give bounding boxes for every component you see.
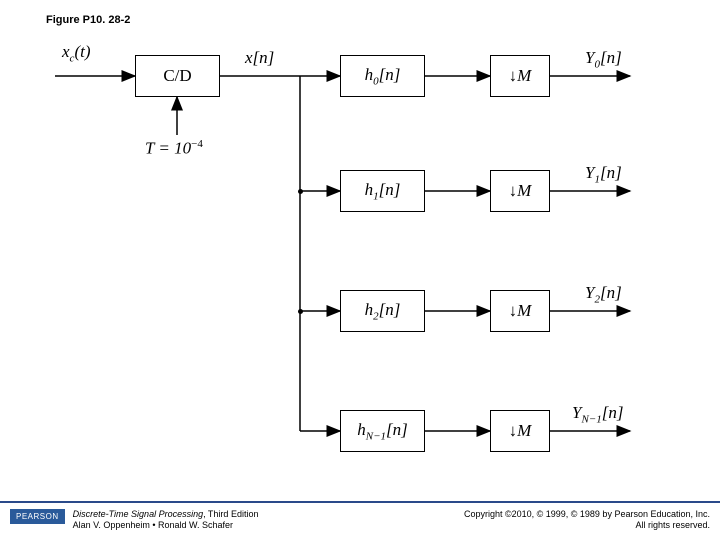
sample-period-label: T = 10−4	[145, 138, 203, 159]
xn-label: x[n]	[245, 48, 274, 68]
downsample-block-2: ↓ M	[490, 290, 550, 332]
footer: PEARSON Discrete-Time Signal Processing,…	[0, 501, 720, 540]
filter-block-0: h0[n]	[340, 55, 425, 97]
filter-block-2: h2[n]	[340, 290, 425, 332]
filter-block-1: h1[n]	[340, 170, 425, 212]
cd-block: C/D	[135, 55, 220, 97]
book-info: Discrete-Time Signal Processing, Third E…	[73, 509, 259, 532]
output-label-n1: YN−1[n]	[572, 403, 623, 425]
filter-block-n1: hN−1[n]	[340, 410, 425, 452]
downsample-block-0: ↓ M	[490, 55, 550, 97]
pearson-logo: PEARSON	[10, 509, 65, 524]
bus-node	[298, 189, 303, 194]
figure-title: Figure P10. 28-2	[46, 14, 130, 26]
output-label-1: Y1[n]	[585, 163, 622, 185]
output-label-2: Y2[n]	[585, 283, 622, 305]
copyright: Copyright ©2010, © 1999, © 1989 by Pears…	[464, 509, 710, 532]
downsample-block-1: ↓ M	[490, 170, 550, 212]
bus-node	[298, 309, 303, 314]
input-signal-label: xc(t)	[62, 42, 91, 64]
downsample-block-n1: ↓ M	[490, 410, 550, 452]
output-label-0: Y0[n]	[585, 48, 622, 70]
